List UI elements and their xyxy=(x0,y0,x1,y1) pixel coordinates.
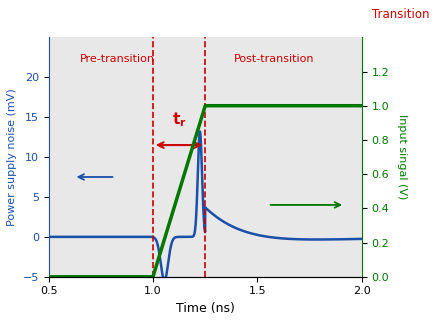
Y-axis label: Power supply noise (mV): Power supply noise (mV) xyxy=(7,88,17,226)
X-axis label: Time (ns): Time (ns) xyxy=(176,302,235,315)
Text: $\mathbf{t_r}$: $\mathbf{t_r}$ xyxy=(172,110,187,129)
Y-axis label: Input singal (V): Input singal (V) xyxy=(397,114,407,200)
Text: Pre-transition: Pre-transition xyxy=(80,54,155,64)
Text: Post-transition: Post-transition xyxy=(234,54,314,64)
Text: Transition: Transition xyxy=(372,7,429,21)
